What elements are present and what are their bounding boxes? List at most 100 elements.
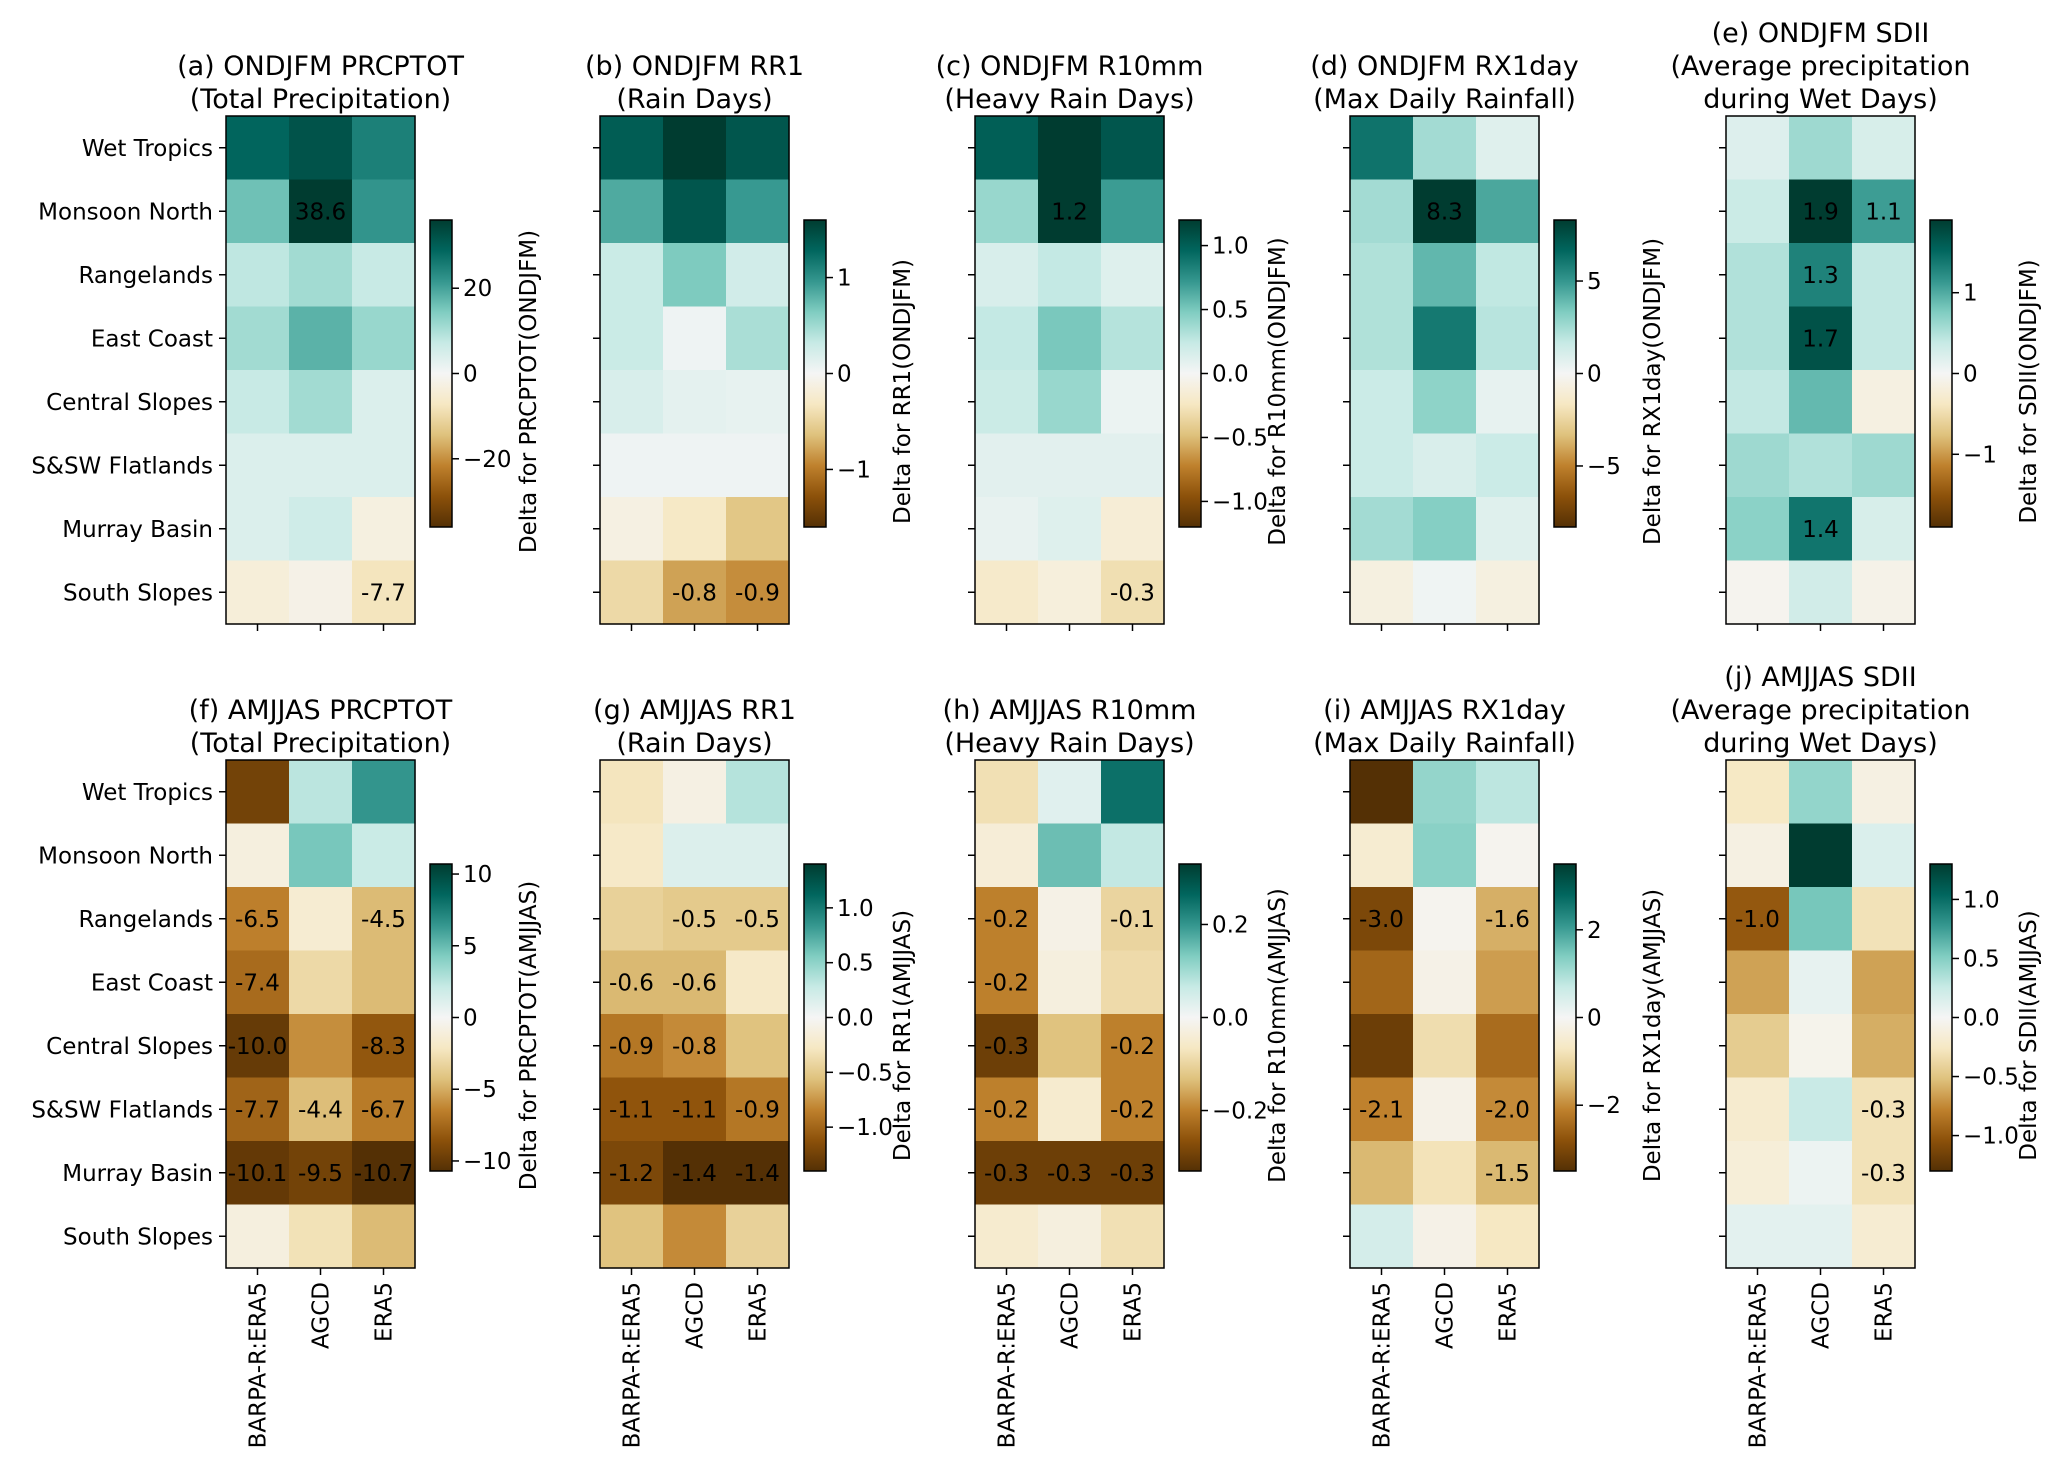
cell-value-label: 1.9 <box>1802 199 1839 225</box>
heatmap-cell <box>289 370 353 435</box>
colorbar-tick-label: 1 <box>837 266 852 292</box>
cell-value-label: 38.6 <box>295 199 346 225</box>
heatmap-cell <box>1101 1014 1165 1079</box>
heatmap-cell <box>1101 179 1165 244</box>
panel-g: (g) AMJJAS RR1(Rain Days) -0.5 -0.5 -0.6 -0.… <box>593 695 916 1448</box>
heatmap-cell <box>663 950 727 1015</box>
colorbar-tick-label: 0 <box>1963 362 1978 388</box>
panel-title-line: during Wet Days) <box>1703 728 1938 759</box>
heatmap-cell <box>663 243 727 308</box>
cell-value-label: -1.6 <box>1485 907 1530 933</box>
cell-value-label: -0.3 <box>1861 1097 1906 1123</box>
heatmap-cell <box>1852 306 1916 371</box>
heatmap-cell <box>975 560 1039 625</box>
heatmap-cell <box>1789 950 1853 1015</box>
cell-value-label: -0.1 <box>1110 907 1155 933</box>
heatmap-cell <box>1726 887 1790 952</box>
heatmap-cell <box>1852 370 1916 435</box>
column-label: AGCD <box>1809 1282 1835 1349</box>
heatmap-cell <box>1476 243 1540 308</box>
heatmap-cell <box>1726 179 1790 244</box>
cell-value-label: 1.4 <box>1802 517 1839 543</box>
heatmap-cell <box>1476 1204 1540 1269</box>
colorbar-tick-label: 0.0 <box>1212 1006 1249 1032</box>
heatmap-cell <box>289 1014 353 1079</box>
cell-value-label: -0.2 <box>1110 1034 1155 1060</box>
heatmap-cell <box>1852 179 1916 244</box>
heatmap-cell <box>1350 497 1414 562</box>
heatmap-cell <box>1413 887 1477 952</box>
heatmap-cell <box>1852 1204 1916 1269</box>
heatmap-cell <box>1476 887 1540 952</box>
heatmap-cell <box>1101 823 1165 888</box>
heatmap-cell <box>726 1077 790 1142</box>
colorbar-tick-label: 20 <box>463 276 492 302</box>
heatmap-cell <box>289 950 353 1015</box>
heatmap-cell <box>663 306 727 371</box>
panel-d: (d) ONDJFM RX1day(Max Daily Rainfall) 8.3… <box>1310 51 1666 631</box>
heatmap-cell <box>1350 179 1414 244</box>
heatmap-cell <box>663 1141 727 1206</box>
column-label: ERA5 <box>1872 1282 1898 1342</box>
colorbar-tick-label: 0 <box>463 362 478 388</box>
heatmap-cell <box>226 497 290 562</box>
heatmap-cell <box>289 306 353 371</box>
heatmap-cell <box>1413 306 1477 371</box>
heatmap-cell <box>1413 760 1477 825</box>
heatmap-cell <box>1476 1141 1540 1206</box>
row-label: Wet Tropics <box>82 780 213 806</box>
heatmap-cell <box>1789 243 1853 308</box>
colorbar-tick-label: 0 <box>463 1006 478 1032</box>
panel-title-line: (j) AMJJAS SDII <box>1724 662 1916 693</box>
heatmap-cell <box>1789 306 1853 371</box>
heatmap-cell <box>1789 887 1853 952</box>
heatmap-cell <box>726 243 790 308</box>
column-label: BARPA-R:ERA5 <box>1746 1282 1772 1448</box>
heatmap-cell <box>600 1141 664 1206</box>
heatmap-cell <box>352 823 416 888</box>
heatmap-cell <box>1789 760 1853 825</box>
heatmap-cell <box>663 370 727 435</box>
heatmap-cell <box>352 306 416 371</box>
panel-title-line: (h) AMJJAS R10mm <box>943 695 1197 726</box>
heatmap-cell <box>1476 179 1540 244</box>
heatmap-cell <box>289 1141 353 1206</box>
heatmap-cell <box>1726 950 1790 1015</box>
heatmap-cell <box>600 497 664 562</box>
colorbar <box>803 863 827 1172</box>
panel-title-line: (Max Daily Rainfall) <box>1313 84 1576 115</box>
cell-value-label: -0.9 <box>735 580 780 606</box>
heatmap-cell <box>1038 116 1102 181</box>
heatmap-cell <box>600 433 664 498</box>
heatmap-cell <box>975 823 1039 888</box>
heatmap-cell <box>1413 1204 1477 1269</box>
cell-value-label: -0.2 <box>984 1097 1029 1123</box>
heatmap-cell <box>600 179 664 244</box>
heatmap-cell <box>600 306 664 371</box>
heatmap-cell <box>1789 1014 1853 1079</box>
heatmap-cell <box>1038 1077 1102 1142</box>
heatmap-cell <box>289 116 353 181</box>
heatmap-cell <box>1101 497 1165 562</box>
cell-value-label: 1.1 <box>1865 199 1902 225</box>
heatmap-cell <box>600 950 664 1015</box>
cell-value-label: -0.8 <box>672 580 717 606</box>
heatmap-cell <box>1413 179 1477 244</box>
row-label: South Slopes <box>63 1224 213 1250</box>
cell-value-label: -6.7 <box>361 1097 406 1123</box>
cell-value-label: 8.3 <box>1426 199 1463 225</box>
row-label: Murray Basin <box>62 1161 213 1187</box>
colorbar-tick-label: 10 <box>463 862 492 888</box>
heatmap-cell <box>663 179 727 244</box>
heatmap-cell <box>289 243 353 308</box>
heatmap-cell <box>1038 243 1102 308</box>
cell-value-label: -6.5 <box>235 907 280 933</box>
heatmap-cell <box>1350 560 1414 625</box>
heatmap-cell <box>352 1141 416 1206</box>
colorbar-label: Delta for RX1day(AMJJAS) <box>1640 889 1666 1182</box>
cell-value-label: -0.5 <box>735 907 780 933</box>
heatmap-cell <box>1726 1141 1790 1206</box>
heatmap-cell <box>226 370 290 435</box>
heatmap-cell <box>1852 823 1916 888</box>
